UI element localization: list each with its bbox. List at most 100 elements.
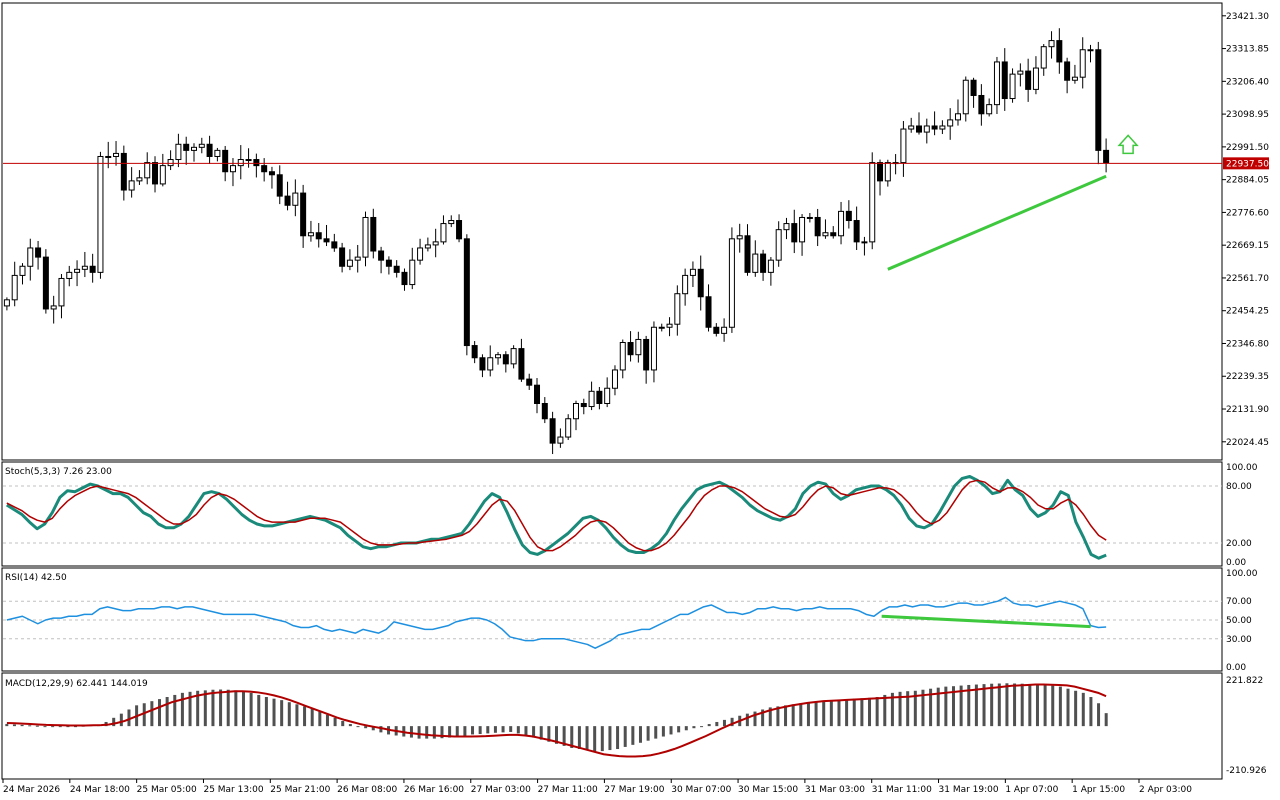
candle[interactable]: [783, 217, 790, 240]
candle[interactable]: [923, 118, 930, 144]
candle[interactable]: [190, 143, 197, 162]
candle[interactable]: [986, 98, 993, 117]
candle[interactable]: [526, 373, 533, 390]
candle[interactable]: [931, 111, 938, 136]
candle[interactable]: [596, 386, 603, 410]
candle[interactable]: [479, 354, 486, 378]
candle[interactable]: [604, 377, 611, 408]
candle[interactable]: [74, 260, 81, 287]
candle[interactable]: [167, 150, 174, 171]
candle[interactable]: [947, 108, 954, 140]
candle[interactable]: [643, 335, 650, 384]
candle[interactable]: [791, 209, 798, 254]
candle[interactable]: [393, 260, 400, 278]
candle[interactable]: [456, 214, 463, 243]
candle[interactable]: [198, 137, 205, 154]
candle[interactable]: [1079, 37, 1086, 89]
candle[interactable]: [89, 253, 96, 283]
candle[interactable]: [682, 268, 689, 306]
candle[interactable]: [635, 331, 642, 363]
candle[interactable]: [869, 152, 876, 250]
candle[interactable]: [417, 238, 424, 265]
candle[interactable]: [237, 145, 244, 180]
candle[interactable]: [1025, 58, 1032, 102]
candle[interactable]: [549, 411, 556, 455]
candle[interactable]: [674, 285, 681, 336]
candle[interactable]: [331, 233, 338, 252]
candle[interactable]: [1103, 138, 1110, 173]
candle[interactable]: [658, 323, 665, 332]
candle[interactable]: [284, 181, 291, 211]
candle[interactable]: [557, 428, 564, 448]
candle[interactable]: [214, 147, 221, 162]
price-trendline[interactable]: [887, 174, 1107, 271]
candle[interactable]: [19, 263, 26, 285]
candle[interactable]: [113, 141, 120, 166]
candle[interactable]: [884, 159, 891, 187]
candle[interactable]: [253, 153, 260, 178]
candle[interactable]: [993, 56, 1000, 115]
candle[interactable]: [307, 220, 314, 242]
candle[interactable]: [666, 317, 673, 337]
candle[interactable]: [970, 77, 977, 108]
candle[interactable]: [448, 215, 455, 228]
candle[interactable]: [432, 228, 439, 258]
candle[interactable]: [541, 397, 548, 424]
candle[interactable]: [900, 121, 907, 177]
candle[interactable]: [572, 400, 579, 431]
candle[interactable]: [1009, 68, 1016, 103]
candle[interactable]: [440, 215, 447, 245]
candle[interactable]: [268, 166, 275, 189]
candle[interactable]: [838, 201, 845, 245]
candle[interactable]: [401, 268, 408, 291]
candle[interactable]: [799, 214, 806, 256]
candle[interactable]: [175, 133, 182, 168]
candle[interactable]: [939, 120, 946, 135]
candle[interactable]: [744, 224, 751, 276]
candle[interactable]: [697, 255, 704, 311]
candle[interactable]: [159, 153, 166, 187]
candle[interactable]: [370, 208, 377, 259]
candle[interactable]: [424, 237, 431, 252]
candle[interactable]: [362, 211, 369, 267]
candle[interactable]: [721, 318, 728, 342]
candle[interactable]: [767, 257, 774, 286]
candle[interactable]: [1064, 57, 1071, 94]
candle[interactable]: [877, 159, 884, 196]
candle[interactable]: [292, 179, 299, 217]
candle[interactable]: [471, 341, 478, 364]
candle[interactable]: [752, 240, 759, 277]
candle[interactable]: [619, 339, 626, 379]
rsi-trendline[interactable]: [881, 614, 1091, 629]
candle[interactable]: [495, 352, 502, 365]
candle[interactable]: [81, 251, 88, 278]
candle[interactable]: [534, 378, 541, 414]
candle[interactable]: [50, 295, 57, 324]
candle[interactable]: [565, 414, 572, 441]
candle[interactable]: [861, 236, 868, 256]
candle[interactable]: [611, 365, 618, 396]
candle[interactable]: [580, 398, 587, 415]
candle[interactable]: [954, 99, 961, 126]
candle[interactable]: [978, 84, 985, 126]
candle[interactable]: [120, 145, 127, 201]
candle[interactable]: [1001, 48, 1008, 111]
candle[interactable]: [736, 223, 743, 253]
candle[interactable]: [760, 249, 767, 281]
candle[interactable]: [183, 136, 190, 165]
candle[interactable]: [627, 331, 634, 362]
candle[interactable]: [487, 345, 494, 377]
candle[interactable]: [705, 284, 712, 332]
candle[interactable]: [713, 323, 720, 337]
candle[interactable]: [853, 206, 860, 251]
candle[interactable]: [261, 158, 268, 182]
candle[interactable]: [66, 265, 73, 287]
candle[interactable]: [510, 345, 517, 369]
candle[interactable]: [962, 76, 969, 122]
candle[interactable]: [11, 261, 18, 307]
candle[interactable]: [728, 227, 735, 333]
candle[interactable]: [916, 112, 923, 135]
candle[interactable]: [775, 221, 782, 267]
candle[interactable]: [136, 170, 143, 185]
